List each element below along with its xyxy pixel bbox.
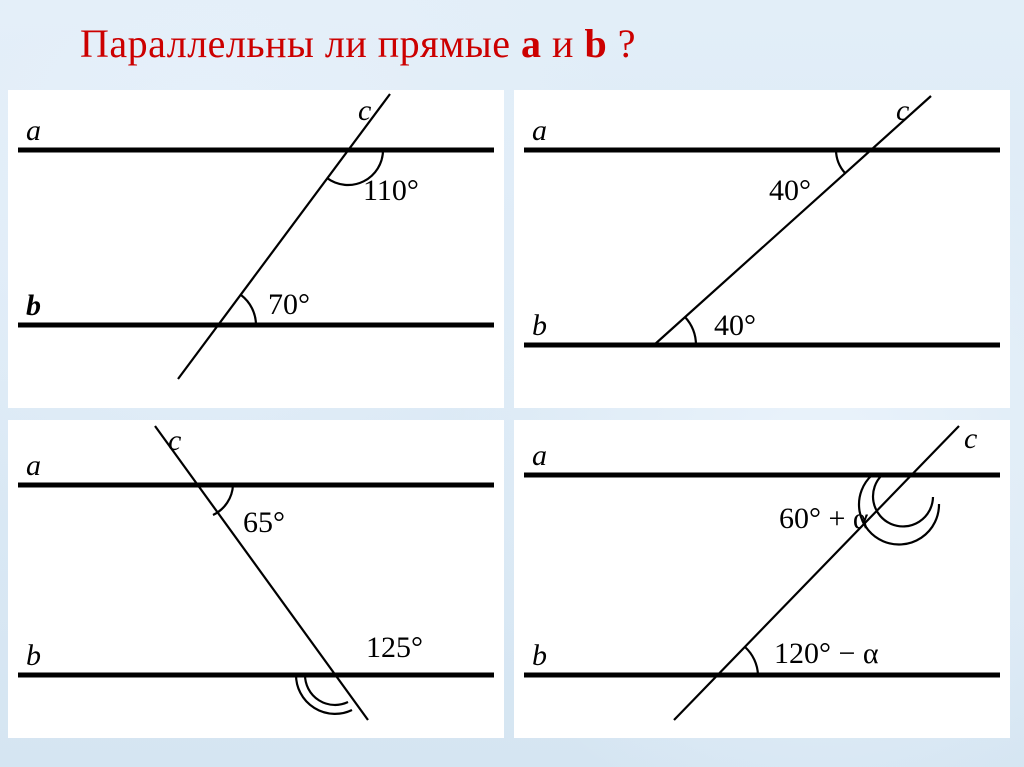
title-a: a — [521, 21, 542, 66]
angle-bot-value: 120° − α — [774, 637, 879, 670]
label-line-a: a — [26, 449, 41, 482]
label-line-c: c — [964, 422, 977, 455]
label-line-a: a — [532, 114, 547, 147]
title-text-2: и — [542, 21, 585, 66]
angle-top-value: 110° — [363, 174, 419, 207]
label-line-b: b — [532, 309, 547, 342]
title-b: b — [584, 21, 607, 66]
diagram-1: a b c 110° 70° — [8, 90, 504, 408]
label-line-c: c — [358, 94, 371, 127]
page-title: Параллельны ли прямые a и b ? — [80, 20, 636, 67]
label-line-c: c — [896, 94, 909, 127]
diagram-3: a b c 65° 125° — [8, 420, 504, 738]
title-question: ? — [607, 21, 636, 66]
angle-top-value: 60° + α — [779, 502, 869, 535]
label-line-a: a — [26, 114, 41, 147]
label-line-a: a — [532, 439, 547, 472]
angle-top-value: 65° — [243, 506, 285, 539]
diagram-2: a b c 40° 40° — [514, 90, 1010, 408]
title-text-1: Параллельны ли прямые — [80, 21, 521, 66]
angle-bot-value: 40° — [714, 309, 756, 342]
angle-bot-value: 70° — [268, 288, 310, 321]
angle-bot-value: 125° — [366, 631, 423, 664]
label-line-b: b — [26, 639, 41, 672]
label-line-c: c — [168, 424, 181, 457]
diagram-4: a b c 60° + α 120° − α — [514, 420, 1010, 738]
label-line-b: b — [532, 639, 547, 672]
slide: Параллельны ли прямые a и b ? a b c 110°… — [0, 0, 1024, 767]
angle-top-value: 40° — [769, 174, 811, 207]
diagram-grid: a b c 110° 70° a b — [0, 90, 1024, 750]
label-line-b: b — [26, 289, 41, 322]
